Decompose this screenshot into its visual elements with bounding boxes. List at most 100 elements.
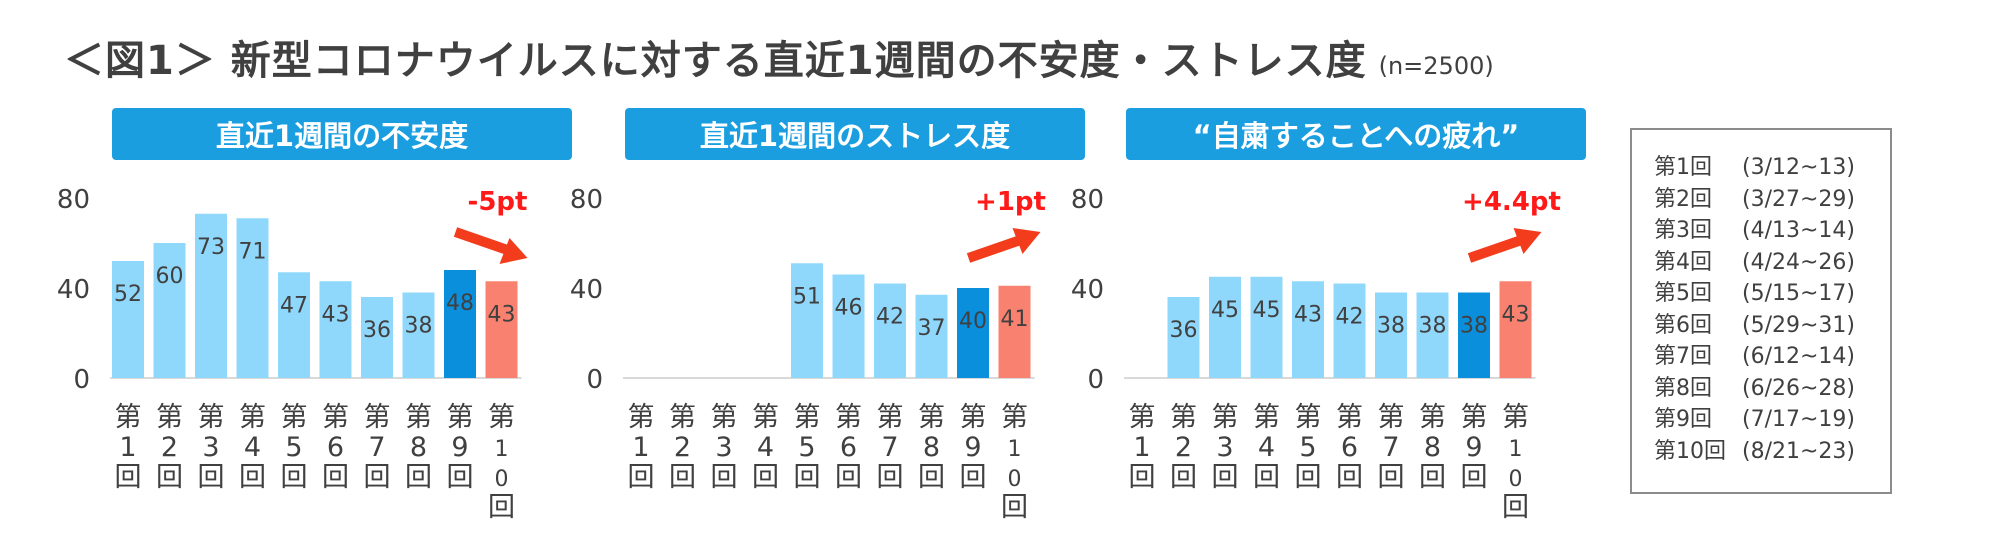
svg-text:第: 第 xyxy=(364,402,391,433)
y-tick-label: 40 xyxy=(57,275,90,305)
svg-text:回: 回 xyxy=(198,462,225,493)
data-label: 71 xyxy=(239,239,267,264)
legend-dates: (5/29~31) xyxy=(1742,312,1855,338)
svg-text:第: 第 xyxy=(1129,402,1156,433)
legend-rows: 第1回 (3/12~13) 第2回 (3/27~29) 第3回 (4/13~14) 第4回 (… xyxy=(1654,152,1890,467)
x-tick-label: 第9回 xyxy=(960,402,987,493)
svg-text:回: 回 xyxy=(156,462,183,493)
x-tick-label: 第4回 xyxy=(239,402,266,493)
data-label: 45 xyxy=(1211,298,1239,323)
data-label: 41 xyxy=(1001,307,1029,332)
svg-text:5: 5 xyxy=(285,432,302,463)
svg-text:回: 回 xyxy=(669,462,696,493)
svg-text:2: 2 xyxy=(1175,432,1192,463)
bar xyxy=(1292,281,1324,378)
data-label: 36 xyxy=(1170,318,1198,343)
chart-title: ＜図1＞ 新型コロナウイルスに対する直近1週間の不安度・ストレス度 xyxy=(64,38,1367,84)
svg-text:第: 第 xyxy=(752,402,779,433)
bar xyxy=(1416,292,1449,378)
data-label: 38 xyxy=(1377,314,1405,339)
panel-anxiety: 直近1週間の不安度 0 40 80 52 第 1 回 60 第 2 回 73 第 3 回 71 第 4 回 47 第 5 回… xyxy=(57,108,572,538)
data-label: 45 xyxy=(1253,298,1281,323)
svg-text:回: 回 xyxy=(1378,462,1405,493)
svg-text:5: 5 xyxy=(798,432,815,463)
svg-text:第: 第 xyxy=(628,402,655,433)
data-label: 60 xyxy=(156,264,184,289)
y-tick-label: 0 xyxy=(1087,365,1104,395)
data-label: 46 xyxy=(835,296,863,321)
svg-text:回: 回 xyxy=(1295,462,1322,493)
x-tick-label: 第2回 xyxy=(669,402,696,493)
data-label: 43 xyxy=(1294,302,1322,327)
svg-text:第: 第 xyxy=(1212,402,1239,433)
svg-text:回: 回 xyxy=(1253,462,1280,493)
x-tick-label: 第2回 xyxy=(1170,402,1197,493)
bar xyxy=(915,294,948,378)
svg-text:7: 7 xyxy=(1382,432,1399,463)
x-tick-label: 第8回 xyxy=(405,402,432,493)
x-tick-label: 第 1 0回 xyxy=(1001,402,1028,523)
svg-text:9: 9 xyxy=(1465,432,1482,463)
svg-text:第: 第 xyxy=(960,402,987,433)
x-tick-label: 第 1 0回 xyxy=(1502,402,1529,523)
bar xyxy=(874,283,906,378)
legend-round-label: 第2回 xyxy=(1654,186,1712,212)
svg-text:第: 第 xyxy=(1419,402,1446,433)
x-tick-label: 第 1 0回 xyxy=(488,402,515,523)
bar xyxy=(1167,297,1200,378)
svg-text:8: 8 xyxy=(410,432,427,463)
bar xyxy=(278,272,310,378)
svg-text:4: 4 xyxy=(244,432,261,463)
svg-text:0: 0 xyxy=(1509,467,1523,492)
x-tick-label: 第5回 xyxy=(794,402,821,493)
legend-item: 第6回 (5/29~31) xyxy=(1654,310,1890,342)
y-tick-label: 40 xyxy=(1071,275,1104,305)
svg-text:回: 回 xyxy=(1129,462,1156,493)
svg-text:9: 9 xyxy=(451,432,468,463)
x-tick-label: 第6回 xyxy=(322,402,349,493)
legend-dates: (5/15~17) xyxy=(1742,281,1855,306)
legend-item: 第5回 (5/15~17) xyxy=(1654,278,1890,310)
svg-text:6: 6 xyxy=(840,432,857,463)
svg-text:回: 回 xyxy=(1461,462,1488,493)
data-label: 43 xyxy=(488,302,516,327)
svg-text:回: 回 xyxy=(835,462,862,493)
svg-text:第: 第 xyxy=(447,402,474,433)
svg-text:回: 回 xyxy=(1336,462,1363,493)
svg-text:回: 回 xyxy=(711,462,738,493)
svg-text:第: 第 xyxy=(198,402,225,433)
svg-text:7: 7 xyxy=(881,432,898,463)
legend-round-label: 第8回 xyxy=(1654,375,1712,401)
panel-stress: 直近1週間のストレス度 0 40 80 第 1 回第 2 回第 3 回第 4 回 51 第 5 回 46 第 6 回 4… xyxy=(570,108,1085,538)
bar xyxy=(1499,281,1532,378)
svg-text:回: 回 xyxy=(794,462,821,493)
y-tick-label: 0 xyxy=(73,365,90,395)
bar-chart-anxiety: 0408052第1回60第2回73第3回71第4回47第5回43第6回36第7回… xyxy=(57,185,528,523)
x-tick-label: 第9回 xyxy=(1461,402,1488,493)
bar xyxy=(402,292,435,378)
x-tick-label: 第3回 xyxy=(198,402,225,493)
bar xyxy=(957,288,989,378)
svg-text:回: 回 xyxy=(1212,462,1239,493)
x-tick-label: 第1回 xyxy=(1129,402,1156,493)
x-tick-label: 第6回 xyxy=(835,402,862,493)
bar xyxy=(236,218,269,378)
legend-round-label: 第7回 xyxy=(1654,344,1712,369)
data-label: 40 xyxy=(959,309,987,334)
data-label: 52 xyxy=(114,282,142,307)
x-tick-label: 第9回 xyxy=(447,402,474,493)
svg-text:4: 4 xyxy=(757,432,774,463)
change-label: +4.4pt xyxy=(1462,187,1561,217)
chart-title-row: ＜図1＞ 新型コロナウイルスに対する直近1週間の不安度・ストレス度 (n=250… xyxy=(64,28,1494,88)
bar xyxy=(791,263,823,378)
data-label: 47 xyxy=(280,293,308,318)
data-label: 36 xyxy=(363,318,391,343)
data-label: 38 xyxy=(1460,314,1488,339)
x-tick-label: 第3回 xyxy=(1212,402,1239,493)
svg-text:1: 1 xyxy=(632,432,649,463)
trend-arrow-icon xyxy=(453,227,528,264)
bar xyxy=(485,281,518,378)
svg-text:1: 1 xyxy=(1133,432,1150,463)
svg-text:7: 7 xyxy=(368,432,385,463)
legend-dates: (6/12~14) xyxy=(1742,344,1855,369)
